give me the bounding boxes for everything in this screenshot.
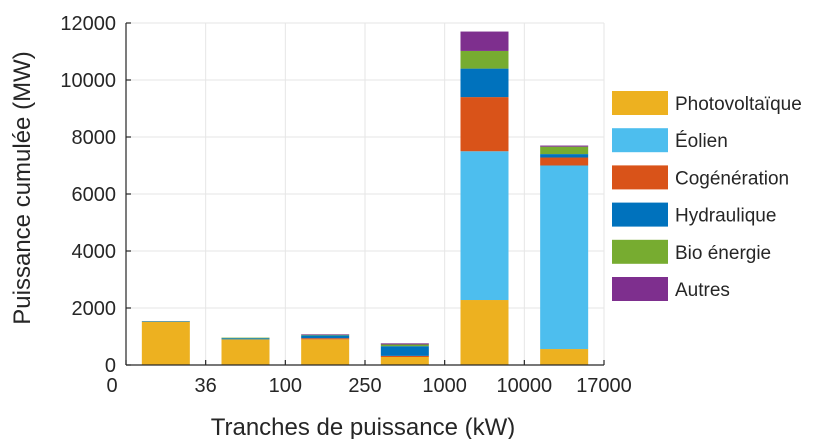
bar-segment	[380, 355, 429, 358]
bars	[141, 31, 589, 365]
legend-label: Autres	[675, 280, 730, 301]
bar-segment	[540, 154, 589, 158]
x-tick-label: 0	[106, 375, 117, 397]
legend-swatch	[612, 91, 668, 115]
bar-segment	[301, 334, 350, 335]
legend-label: Éolien	[675, 131, 728, 152]
y-tick-label: 6000	[72, 184, 117, 206]
bar-segment	[301, 334, 350, 336]
bar-segment	[380, 357, 429, 365]
y-axis-label: Puissance cumulée (MW)	[9, 51, 36, 324]
bar-segment	[221, 338, 270, 340]
legend-swatch	[612, 165, 668, 190]
x-tick-label: 10000	[497, 375, 553, 397]
bar-segment	[221, 337, 270, 339]
bar-segment	[540, 349, 589, 365]
bar-segment	[141, 321, 190, 322]
bar-segment	[460, 31, 509, 51]
bar-segment	[540, 146, 589, 155]
bar-segment	[221, 339, 270, 365]
legend-label: Cogénération	[675, 168, 789, 189]
y-tick-label: 2000	[72, 298, 117, 320]
x-tick-label: 36	[195, 375, 217, 397]
legend: Photovoltaïque Éolien Cogénération Hydrauli…	[612, 91, 802, 301]
y-tick-label: 4000	[72, 241, 117, 263]
legend-label: Bio énergie	[675, 243, 771, 264]
bar-segment	[301, 335, 350, 339]
y-tick-label: 0	[105, 355, 116, 377]
grid	[125, 22, 605, 366]
bar-segment	[380, 344, 429, 347]
legend-swatch	[612, 239, 668, 264]
bar-segment	[460, 50, 509, 69]
bar-segment	[540, 157, 589, 166]
legend-label: Photovoltaïque	[675, 94, 802, 115]
y-tick-label: 8000	[72, 127, 117, 149]
tick-labels: 0 2000 4000 6000 8000 10000 12000 0 36 100 250 1000…	[60, 13, 631, 397]
bar-segment	[460, 68, 509, 98]
x-tick-label: 1000	[422, 375, 467, 397]
bar-segment	[380, 346, 429, 356]
y-tick-label: 12000	[60, 13, 116, 35]
bar-segment	[460, 97, 509, 152]
legend-swatch	[612, 202, 668, 227]
bar-segment	[540, 145, 589, 147]
legend-label: Hydraulique	[675, 206, 776, 227]
legend-swatch	[612, 128, 668, 153]
bar-segment	[141, 321, 190, 365]
bar-segment	[540, 165, 589, 350]
bar-segment	[460, 300, 509, 365]
bar-segment	[380, 343, 429, 345]
x-tick-label: 17000	[576, 375, 632, 397]
y-tick-label: 10000	[60, 70, 116, 92]
x-tick-label: 100	[269, 375, 302, 397]
axes	[125, 22, 605, 366]
x-tick-label: 250	[348, 375, 381, 397]
legend-swatch	[612, 277, 668, 301]
bar-segment	[301, 338, 350, 340]
bar-segment	[460, 151, 509, 301]
x-axis-label: Tranches de puissance (kW)	[211, 414, 516, 439]
bar-segment	[301, 339, 350, 365]
